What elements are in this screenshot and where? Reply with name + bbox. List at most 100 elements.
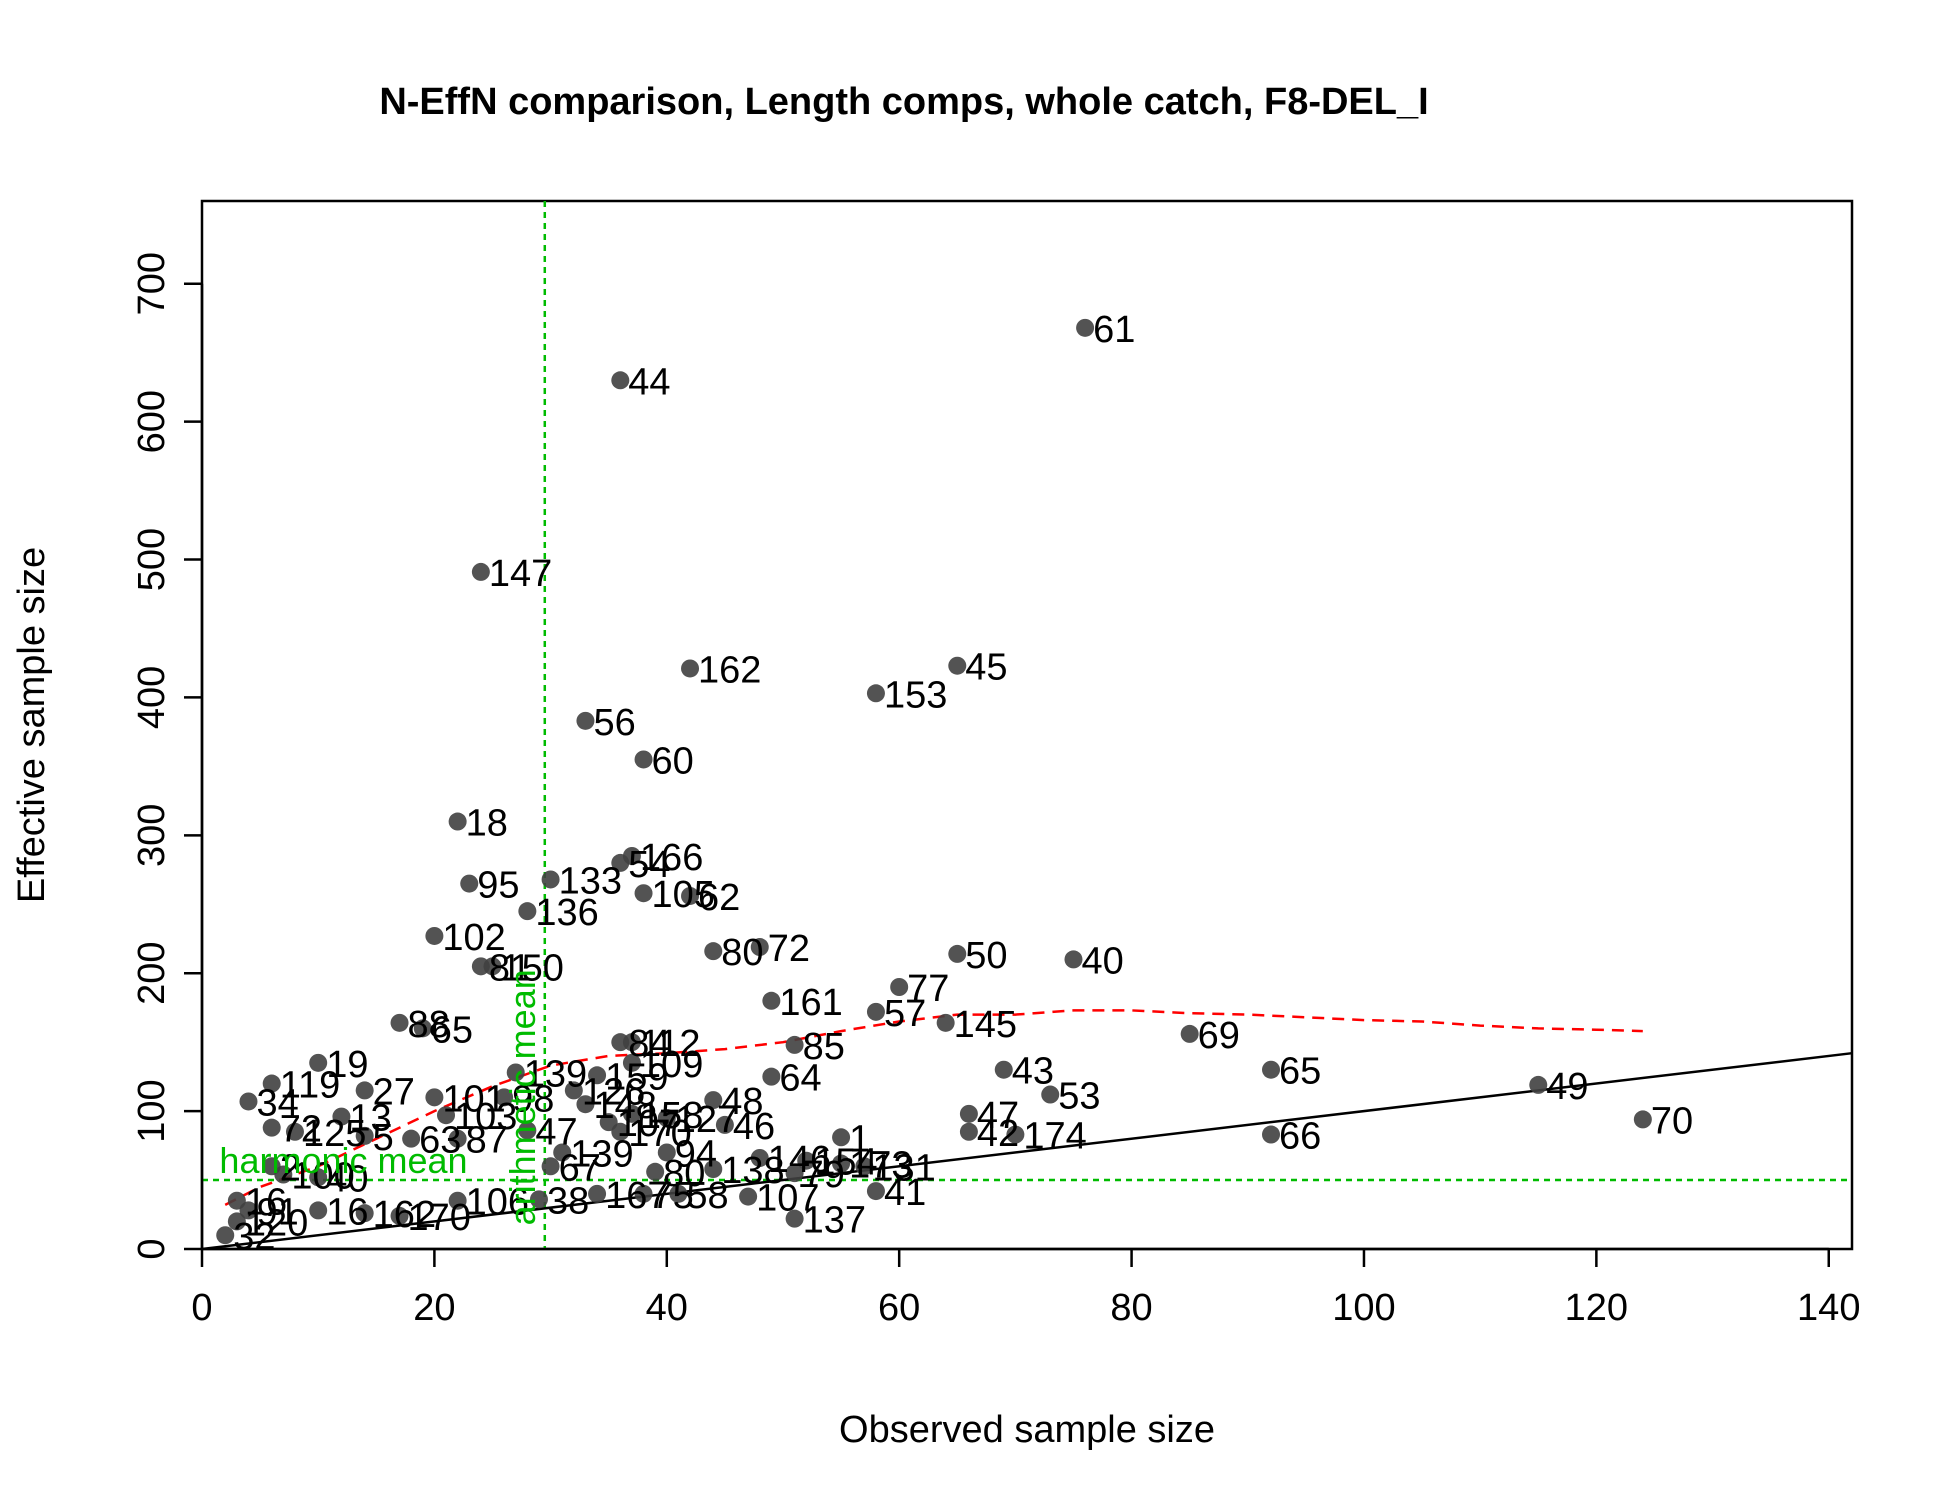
data-point-label: 109 bbox=[640, 1044, 703, 1086]
data-point bbox=[448, 1191, 467, 1210]
data-point bbox=[634, 1184, 653, 1203]
data-point bbox=[541, 870, 560, 889]
data-point-label: 147 bbox=[489, 553, 552, 595]
data-point bbox=[448, 1129, 467, 1148]
data-point bbox=[239, 1092, 258, 1111]
data-point-label: 61 bbox=[1093, 309, 1135, 351]
data-point bbox=[657, 1143, 676, 1162]
data-point bbox=[739, 1187, 758, 1206]
data-point bbox=[448, 812, 467, 831]
data-point-label: 126 bbox=[582, 1071, 645, 1113]
data-point-label: 2 bbox=[280, 1147, 301, 1189]
data-point bbox=[576, 711, 595, 730]
data-point-label: 125 bbox=[303, 1113, 366, 1155]
data-point-label: 148 bbox=[593, 1085, 656, 1127]
data-point-label: 57 bbox=[884, 993, 926, 1035]
data-point bbox=[355, 1126, 374, 1145]
y-tick-label: 500 bbox=[131, 528, 173, 591]
data-point bbox=[785, 1164, 804, 1183]
data-point-label: 48 bbox=[721, 1081, 763, 1123]
one-to-one-line bbox=[201, 1051, 1853, 1251]
data-point-label: 91 bbox=[256, 1191, 298, 1233]
data-point-label: 170 bbox=[628, 1113, 691, 1155]
data-point-label: 154 bbox=[814, 1142, 877, 1184]
data-point bbox=[611, 371, 630, 390]
data-point-label: 170 bbox=[408, 1197, 471, 1239]
data-point-label: 139 bbox=[524, 1053, 587, 1095]
data-point bbox=[669, 1184, 688, 1203]
data-point-label: 72 bbox=[280, 1109, 322, 1151]
data-point-label: 161 bbox=[779, 982, 842, 1024]
data-point-label: 120 bbox=[245, 1202, 308, 1244]
data-point-label: 136 bbox=[535, 892, 598, 934]
data-point-label: 72 bbox=[768, 928, 810, 970]
data-point-label: 162 bbox=[698, 649, 761, 691]
data-point-label: 174 bbox=[1023, 1116, 1086, 1158]
data-point-label: 56 bbox=[593, 702, 635, 744]
data-point-label: 80 bbox=[721, 932, 763, 974]
data-point-label: 46 bbox=[733, 1106, 775, 1148]
data-point-label: 105 bbox=[652, 874, 715, 916]
y-axis: 0 100 200 300 400 500 600 700 bbox=[131, 252, 204, 1260]
data-point bbox=[413, 1019, 432, 1038]
data-point-label: 107 bbox=[756, 1178, 819, 1220]
data-point-label: 79 bbox=[803, 1154, 845, 1196]
data-point bbox=[1064, 950, 1083, 969]
data-point-label: 162 bbox=[373, 1194, 436, 1236]
data-point-label: 98 bbox=[512, 1078, 554, 1120]
data-point bbox=[576, 1095, 595, 1114]
data-point-label: 65 bbox=[1279, 1051, 1321, 1093]
data-point-label: 53 bbox=[1058, 1076, 1100, 1118]
data-point bbox=[832, 1128, 851, 1147]
data-point-label: 101 bbox=[442, 1078, 505, 1120]
data-point-label: 150 bbox=[500, 947, 563, 989]
data-point-label: 100 bbox=[291, 1156, 354, 1198]
data-point bbox=[890, 978, 909, 996]
data-point-label: 75 bbox=[652, 1175, 694, 1217]
data-point-label: 70 bbox=[1651, 1100, 1693, 1142]
data-point-label: 38 bbox=[547, 1180, 589, 1222]
data-point-label: 106 bbox=[466, 1182, 529, 1224]
data-point bbox=[634, 884, 653, 903]
data-point bbox=[681, 886, 700, 905]
data-point-label: 47 bbox=[977, 1095, 1019, 1137]
data-point-label: 88 bbox=[408, 1004, 450, 1046]
data-point bbox=[936, 1013, 955, 1032]
data-point-label: 60 bbox=[652, 740, 694, 782]
data-point bbox=[227, 1212, 246, 1231]
data-point-label: 153 bbox=[884, 674, 947, 716]
data-point bbox=[564, 1081, 583, 1100]
data-point-label: 1 bbox=[849, 1118, 870, 1160]
data-points bbox=[216, 318, 1652, 1245]
y-tick-label: 0 bbox=[131, 1238, 173, 1259]
data-point-label: 137 bbox=[803, 1200, 866, 1242]
data-point-label: 103 bbox=[454, 1096, 517, 1138]
data-point-label: 81 bbox=[489, 947, 531, 989]
data-point-label: 158 bbox=[640, 1095, 703, 1137]
data-point bbox=[262, 1074, 281, 1093]
data-point-label: 107 bbox=[617, 1103, 680, 1145]
data-point bbox=[704, 1091, 723, 1110]
data-point-label: 119 bbox=[280, 1065, 341, 1107]
data-point-label: 43 bbox=[1012, 1051, 1054, 1093]
data-point bbox=[1180, 1024, 1199, 1043]
data-point-label: 5 bbox=[373, 1117, 394, 1159]
data-point bbox=[704, 1160, 723, 1179]
data-point-label: 44 bbox=[628, 361, 670, 403]
data-point-label: 94 bbox=[675, 1133, 717, 1175]
data-point bbox=[1262, 1125, 1281, 1144]
data-point bbox=[588, 1184, 607, 1203]
y-tick-label: 700 bbox=[131, 252, 173, 315]
data-point bbox=[1529, 1075, 1548, 1094]
data-point bbox=[1076, 318, 1095, 337]
data-point-label: 85 bbox=[803, 1026, 845, 1068]
data-point-label: 40 bbox=[326, 1158, 368, 1200]
data-point-label: 138 bbox=[721, 1150, 784, 1192]
data-point-label: 131 bbox=[872, 1147, 935, 1189]
data-point bbox=[495, 1088, 514, 1107]
data-point bbox=[518, 902, 537, 921]
data-point-label: 127 bbox=[675, 1099, 738, 1141]
data-point bbox=[866, 1182, 885, 1201]
data-point bbox=[355, 1081, 374, 1100]
